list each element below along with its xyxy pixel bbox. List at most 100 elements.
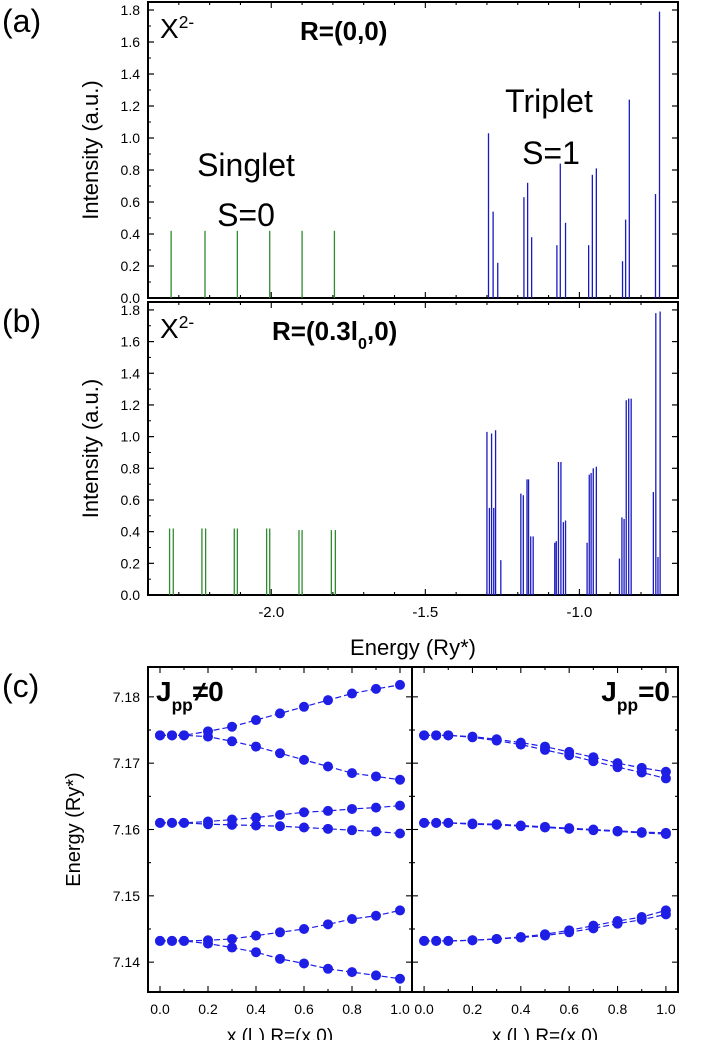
energy-point (227, 721, 237, 732)
energy-point (564, 927, 575, 938)
y-tick-label: 0.2 (121, 555, 141, 571)
energy-point (227, 933, 237, 944)
x-axis-label: x (l0) R=(x,0) (227, 1026, 333, 1040)
y-tick-label: 1.0 (121, 429, 141, 445)
energy-point (636, 914, 647, 925)
triplet-spin-label: S=1 (522, 135, 580, 171)
energy-point (275, 708, 285, 719)
energy-point (431, 935, 442, 946)
energy-point (515, 739, 526, 750)
panel-label: (b) (2, 303, 41, 339)
x-tick-label: -1.0 (566, 604, 592, 621)
energy-point (612, 918, 623, 929)
singlet-spin-label: S=0 (217, 197, 275, 233)
energy-point (347, 688, 357, 699)
energy-point (540, 930, 550, 941)
y-axis-label: Intensity (a.u.) (78, 379, 103, 518)
complex-label: X2- (160, 12, 194, 44)
x-tick-label: 0.8 (342, 1001, 362, 1017)
panel-label: (a) (2, 3, 41, 39)
energy-point (251, 820, 261, 831)
y-tick-label: 1.4 (121, 66, 141, 82)
energy-point (275, 821, 285, 832)
panel-title: Jpp≠0 (156, 676, 224, 715)
panel-title: Jpp=0 (601, 676, 670, 715)
y-axis-label: Intensity (a.u.) (78, 80, 103, 219)
plot-frame (147, 301, 679, 596)
x-tick-label: 1.0 (390, 1001, 410, 1017)
energy-point (431, 817, 442, 828)
energy-point (347, 825, 357, 836)
energy-point (588, 756, 599, 767)
y-tick-label: 7.18 (113, 689, 140, 705)
x-tick-label: 0.2 (198, 1001, 218, 1017)
energy-point (636, 827, 647, 838)
energy-point (564, 823, 575, 834)
energy-point (660, 909, 671, 920)
energy-point (167, 935, 177, 946)
energy-point (540, 744, 550, 755)
y-tick-label: 1.0 (121, 130, 141, 146)
x-tick-label: 0.6 (294, 1001, 314, 1017)
energy-point (227, 819, 237, 830)
y-tick-label: 0.6 (121, 492, 141, 508)
energy-point (155, 730, 165, 741)
x-tick-label: -2.0 (258, 604, 284, 621)
x-tick-label: 0.4 (511, 1001, 531, 1017)
energy-point (419, 935, 430, 946)
energy-point (419, 730, 430, 741)
y-tick-label: 0.6 (121, 194, 141, 210)
energy-point (155, 935, 165, 946)
energy-point (395, 800, 405, 811)
y-tick-label: 7.15 (113, 888, 140, 904)
y-tick-label: 1.6 (121, 334, 141, 350)
energy-point (275, 953, 285, 964)
plot-frame (147, 1, 679, 299)
energy-point (515, 932, 526, 943)
energy-point (227, 942, 237, 953)
energy-point (227, 736, 237, 747)
energy-point (179, 935, 189, 946)
energy-point (299, 923, 309, 934)
x-tick-label: -1.5 (412, 604, 438, 621)
energy-point (299, 701, 309, 712)
energy-point (588, 923, 599, 934)
panel-label: (c) (2, 668, 39, 704)
y-tick-label: 0.8 (121, 460, 141, 476)
energy-point (515, 821, 526, 832)
energy-point (167, 817, 177, 828)
energy-point (467, 732, 478, 743)
energy-point (395, 679, 405, 690)
energy-point (431, 730, 442, 741)
y-tick-label: 1.2 (121, 98, 141, 114)
singlet-label: Singlet (197, 147, 295, 183)
y-tick-label: 1.6 (121, 34, 141, 50)
y-tick-label: 0.4 (121, 524, 141, 540)
energy-point (371, 683, 381, 694)
energy-point (203, 938, 213, 949)
energy-point (371, 826, 381, 837)
energy-point (467, 819, 478, 830)
y-tick-label: 0.0 (121, 290, 141, 306)
energy-point (275, 748, 285, 759)
energy-point (275, 927, 285, 938)
energy-point (347, 768, 357, 779)
energy-point (540, 822, 550, 833)
energy-point (347, 914, 357, 925)
energy-point (299, 754, 309, 765)
energy-point (660, 829, 671, 840)
triplet-label: Triplet (505, 83, 593, 119)
energy-point (323, 761, 333, 772)
panel-title: R=(0.3l0,0) (272, 316, 397, 353)
energy-point (491, 819, 502, 830)
energy-point (167, 730, 177, 741)
panel-title: R=(0,0) (300, 16, 387, 46)
energy-point (323, 963, 333, 974)
energy-point (467, 935, 478, 946)
energy-point (443, 935, 454, 946)
energy-point (299, 822, 309, 833)
energy-point (419, 817, 430, 828)
energy-point (251, 715, 261, 726)
y-tick-label: 7.14 (113, 954, 140, 970)
x-axis-label: Energy (Ry*) (350, 635, 476, 660)
